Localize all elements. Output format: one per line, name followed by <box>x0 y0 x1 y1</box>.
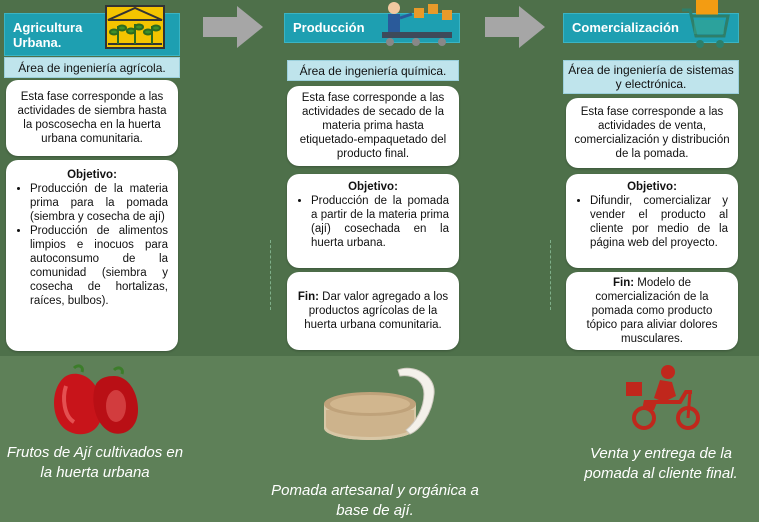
area-text: Área de ingeniería química. <box>299 63 447 78</box>
caption-delivery: Venta y entrega de la pomada al cliente … <box>566 444 756 484</box>
phase-header-production: Producción <box>284 13 460 43</box>
red-peppers-image <box>54 364 138 435</box>
arrow-right-icon <box>203 6 263 48</box>
caption-ointment: Pomada artesanal y orgánica a base de aj… <box>270 481 480 521</box>
fin-card: Fin: Dar valor agregado a los productos … <box>287 272 459 350</box>
description-card: Esta fase corresponde a las actividades … <box>566 98 738 168</box>
phase-title: Comercialización <box>572 20 679 35</box>
objective-title: Objetivo: <box>348 181 398 193</box>
fin-label: Fin: <box>297 291 319 303</box>
objective-card: Objetivo: Difundir, comercializar y vend… <box>566 174 738 268</box>
objective-title: Objetivo: <box>627 181 677 193</box>
description-text: Esta fase corresponde a las actividades … <box>299 92 447 160</box>
fin-text: Modelo de comercialización de la pomada … <box>586 277 718 345</box>
caption-text: Frutos de Ají cultivados en la huerta ur… <box>6 444 184 481</box>
phase-title: Agricultura Urbana. <box>13 20 83 50</box>
area-label: Área de ingeniería agrícola. <box>4 57 180 78</box>
shopping-cart-icon <box>682 0 730 48</box>
production-line-worker-icon <box>382 2 452 46</box>
objective-item: Producción de la materia prima para la p… <box>30 182 168 224</box>
ointment-jar-image <box>324 367 435 440</box>
objective-title: Objetivo: <box>67 169 117 181</box>
caption-peppers: Frutos de Ají cultivados en la huerta ur… <box>0 443 190 483</box>
fin-text: Dar valor agregado a los productos agríc… <box>304 291 449 331</box>
objective-card: Objetivo: Producción de la materia prima… <box>6 160 178 351</box>
greenhouse-plants-icon <box>105 5 165 49</box>
objective-card: Objetivo: Producción de la pomada a part… <box>287 174 459 268</box>
connector-line <box>270 240 271 310</box>
phase-title: Producción <box>293 20 365 35</box>
area-text: Área de ingeniería de sistemas y electró… <box>568 63 734 91</box>
area-label: Área de ingeniería química. <box>287 60 459 81</box>
description-card: Esta fase corresponde a las actividades … <box>6 80 178 156</box>
objective-item: Difundir, comercializar y vender el prod… <box>590 194 728 250</box>
caption-text: Pomada artesanal y orgánica a base de aj… <box>271 482 479 519</box>
connector-line <box>550 240 551 310</box>
caption-text: Venta y entrega de la pomada al cliente … <box>584 445 738 482</box>
description-text: Esta fase corresponde a las actividades … <box>17 91 167 145</box>
arrow-right-icon <box>485 6 545 48</box>
fin-card: Fin: Modelo de comercialización de la po… <box>566 272 738 350</box>
area-text: Área de ingeniería agrícola. <box>18 60 166 75</box>
description-card: Esta fase corresponde a las actividades … <box>287 86 459 166</box>
fin-label: Fin: <box>613 277 635 289</box>
area-label: Área de ingeniería de sistemas y electró… <box>563 60 739 94</box>
description-text: Esta fase corresponde a las actividades … <box>574 106 730 160</box>
objective-item: Producción de alimentos limpios e inocuo… <box>30 224 168 308</box>
objective-item: Producción de la pomada a partir de la m… <box>311 194 449 250</box>
delivery-scooter-icon <box>626 365 700 430</box>
